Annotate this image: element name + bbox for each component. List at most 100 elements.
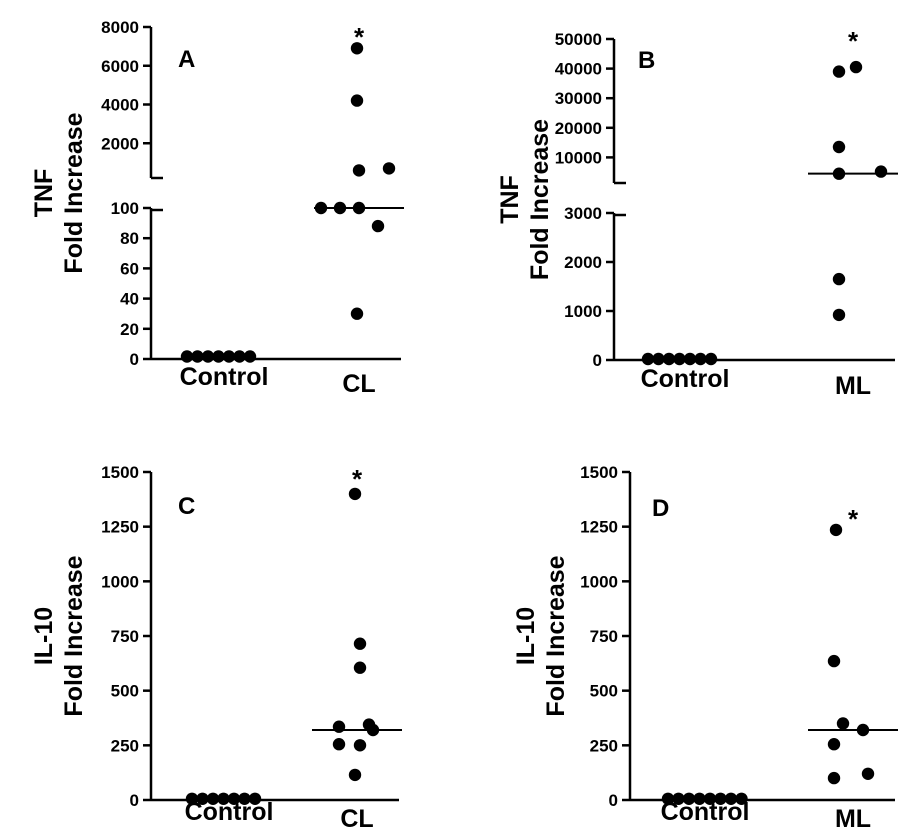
data-point: [673, 352, 686, 366]
y-axis-label-line: TNF: [30, 169, 58, 218]
data-point: [829, 523, 843, 537]
significance-marker: *: [848, 504, 859, 534]
data-point: [672, 792, 685, 805]
x-category-label: Control: [180, 363, 269, 391]
y-tick-label: 50000: [555, 30, 602, 49]
y-tick-label: 1000: [564, 302, 602, 321]
y-tick-label: 4000: [101, 96, 139, 115]
y-tick-label: 20: [120, 320, 139, 339]
data-point: [735, 792, 748, 805]
data-point: [217, 792, 230, 805]
y-tick-label: 20000: [555, 119, 602, 138]
data-point: [827, 738, 841, 751]
significance-marker: *: [354, 22, 365, 52]
data-point: [724, 792, 738, 805]
data-point: [836, 717, 850, 730]
data-point: [874, 165, 888, 178]
y-tick-label: 250: [590, 736, 618, 755]
y-axis-label-line: Fold Increase: [542, 555, 570, 716]
y-tick-label: 1500: [101, 463, 139, 482]
y-tick-label: 1000: [580, 572, 618, 591]
data-point: [371, 219, 385, 233]
data-point: [366, 723, 380, 737]
data-point: [683, 352, 697, 366]
data-point: [856, 723, 870, 737]
y-tick-label: 3000: [564, 204, 602, 223]
y-tick-label: 1500: [580, 463, 618, 482]
panel-label: B: [638, 47, 655, 74]
y-tick-label: 6000: [101, 57, 139, 76]
y-tick-label: 2000: [101, 134, 139, 153]
significance-marker: *: [352, 464, 363, 494]
y-tick-label: 2000: [564, 253, 602, 272]
data-point: [243, 350, 257, 363]
y-tick-label: 0: [130, 350, 139, 369]
x-category-label: ML: [835, 372, 871, 400]
data-point: [350, 307, 364, 320]
significance-marker: *: [848, 26, 859, 56]
data-point: [348, 768, 362, 782]
y-tick-label: 750: [590, 627, 618, 646]
panel-b: 0 1000 2000 3000 10000 20000 30000 40000 50000 TN…: [496, 26, 898, 400]
data-point: [832, 308, 846, 322]
y-axis-label-line: Fold Increase: [60, 112, 88, 273]
y-axis-label-line: Fold Increase: [60, 555, 88, 716]
y-tick-label: 100: [111, 199, 139, 218]
y-axis-label: IL-10 Fold Increase: [512, 555, 570, 716]
data-point: [248, 792, 262, 805]
data-point: [233, 350, 246, 363]
data-point: [348, 487, 362, 501]
panel-label: A: [178, 46, 195, 73]
y-tick-label: 1250: [580, 518, 618, 537]
data-point: [694, 352, 707, 366]
y-tick-label: 250: [111, 736, 139, 755]
x-category-label: CL: [342, 370, 375, 398]
y-tick-label: 500: [111, 682, 139, 701]
data-point: [206, 792, 220, 805]
data-point: [185, 792, 199, 805]
data-point: [661, 792, 675, 805]
data-point: [353, 739, 367, 752]
data-point: [382, 162, 396, 175]
data-point: [832, 140, 846, 154]
data-point: [832, 167, 846, 180]
data-point: [827, 771, 841, 785]
x-category-label: ML: [835, 805, 871, 833]
data-point: [652, 352, 665, 366]
data-point: [222, 350, 236, 363]
data-point: [201, 350, 215, 363]
data-point: [350, 42, 364, 55]
data-point: [238, 792, 251, 805]
y-axis-label: IL-10 Fold Increase: [30, 555, 88, 716]
data-point: [332, 720, 346, 733]
y-axis-label-line: IL-10: [30, 607, 58, 665]
data-point: [693, 792, 706, 805]
data-point: [353, 637, 367, 650]
data-point: [849, 60, 863, 74]
y-tick-label: 0: [609, 791, 618, 810]
x-category-label: Control: [641, 365, 730, 393]
y-tick-label: 1250: [101, 518, 139, 537]
y-axis-label: TNF Fold Increase: [496, 119, 554, 280]
data-point: [333, 201, 347, 215]
y-tick-label: 80: [120, 229, 139, 248]
data-point: [352, 164, 366, 177]
x-category-label: CL: [340, 805, 373, 833]
data-point: [212, 350, 225, 363]
data-point: [353, 661, 367, 674]
data-point: [332, 738, 346, 751]
data-point: [191, 350, 204, 363]
data-point: [352, 201, 366, 215]
y-axis-label-line: Fold Increase: [526, 119, 554, 280]
y-tick-label: 8000: [101, 18, 139, 37]
y-axis-label-line: IL-10: [512, 607, 540, 665]
data-point: [714, 792, 727, 805]
data-point: [196, 792, 209, 805]
y-tick-label: 500: [590, 682, 618, 701]
data-point: [827, 654, 841, 668]
data-point: [350, 94, 364, 107]
data-point: [682, 792, 696, 805]
data-point: [704, 352, 718, 366]
y-tick-label: 0: [593, 351, 602, 370]
data-point: [832, 272, 846, 286]
